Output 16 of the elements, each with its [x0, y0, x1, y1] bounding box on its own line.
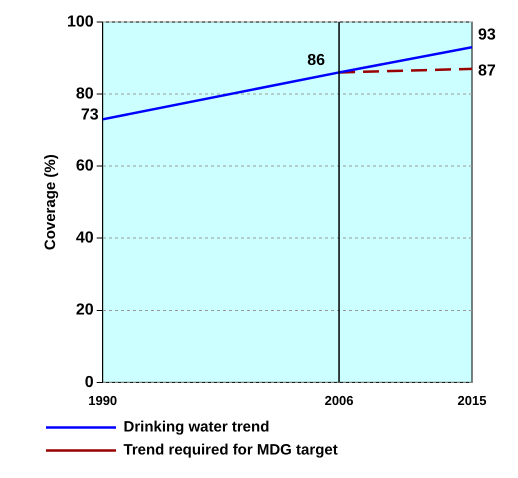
y-tick-label: 60: [76, 158, 94, 175]
y-tick-label: 100: [66, 13, 94, 30]
y-tick-label: 80: [76, 85, 94, 102]
legend-label: Drinking water trend: [124, 418, 270, 436]
x-tick-label: 1990: [88, 392, 118, 408]
y-tick-label: 20: [76, 302, 94, 319]
x-tick-label: 2006: [324, 392, 354, 408]
data-label: 86: [307, 52, 326, 69]
y-axis-title: Coverage (%): [42, 154, 60, 250]
x-tick-label: 2015: [458, 392, 486, 408]
data-label: 93: [478, 26, 496, 44]
data-label: 87: [478, 62, 496, 80]
y-tick-label: 40: [76, 230, 94, 247]
data-label: 73: [80, 106, 99, 124]
legend-label: Trend required for MDG target: [124, 442, 338, 459]
y-tick-label: 0: [84, 374, 94, 391]
